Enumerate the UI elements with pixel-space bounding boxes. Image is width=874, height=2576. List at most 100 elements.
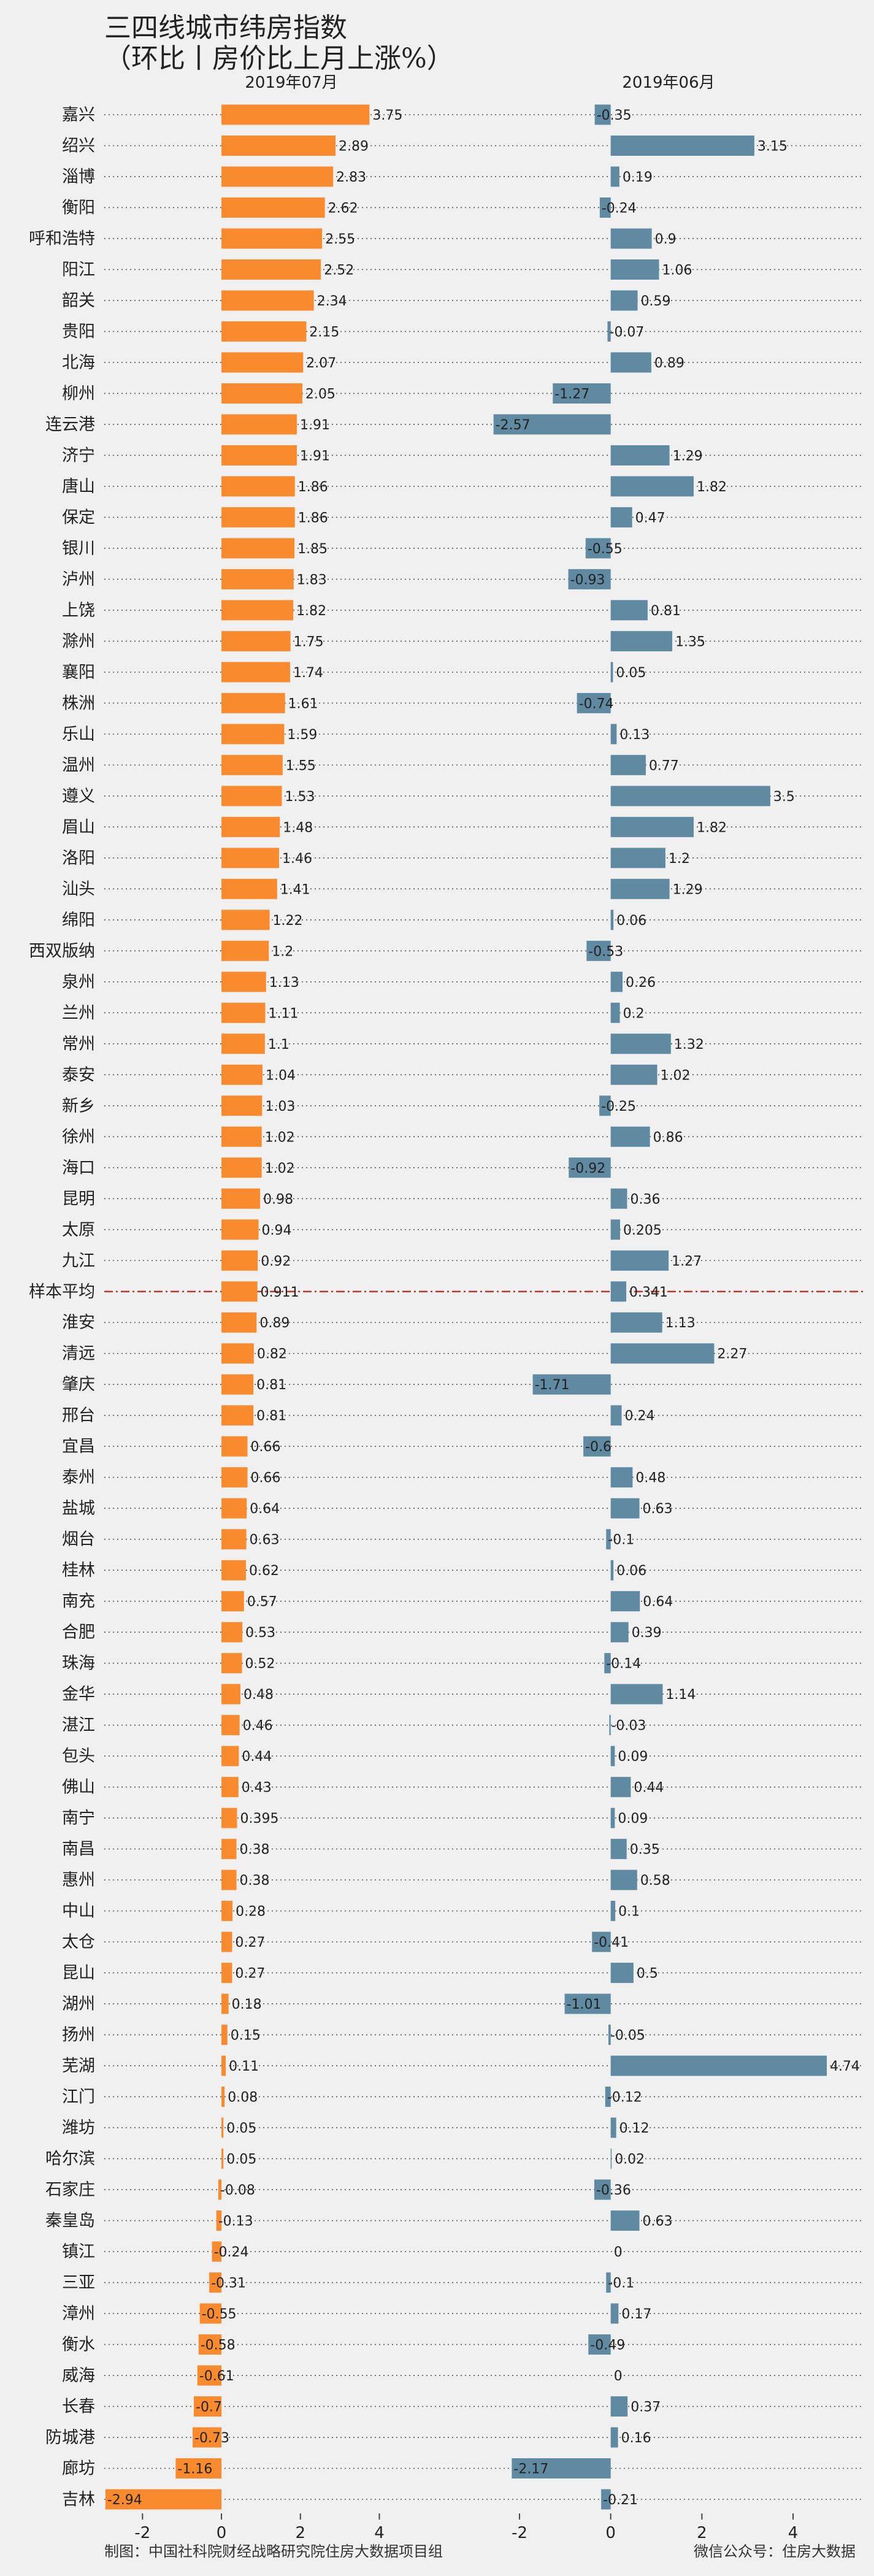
- value-label-2019-07: 1.11: [268, 1006, 298, 1021]
- city-label: 镇江: [62, 2242, 95, 2261]
- value-label-2019-06: -0.03: [611, 1719, 646, 1734]
- value-label-2019-07: 0.38: [240, 1842, 270, 1858]
- bar-2019-06: [610, 1591, 640, 1612]
- value-label-2019-06: 0.09: [618, 1749, 648, 1765]
- value-label-2019-06: 0.58: [640, 1873, 670, 1888]
- value-label-2019-07: 3.75: [372, 108, 402, 123]
- city-label: 太仓: [62, 1933, 95, 1952]
- value-label-2019-07: 0.53: [245, 1625, 275, 1641]
- city-label: 汕头: [62, 880, 95, 899]
- value-label-2019-06: 1.82: [697, 820, 727, 835]
- bar-2019-07: [199, 2303, 222, 2324]
- value-label-2019-06: 0.1: [618, 1904, 640, 1920]
- bar-2019-06: [532, 1374, 611, 1395]
- city-label: 邢台: [62, 1406, 95, 1425]
- value-label-2019-07: 0.52: [245, 1657, 275, 1672]
- value-label-2019-07: 2.05: [305, 386, 335, 402]
- value-label-2019-07: 0.38: [240, 1873, 270, 1888]
- bar-2019-06: [599, 197, 611, 218]
- value-label-2019-07: 1.53: [285, 789, 315, 805]
- bar-2019-06: [610, 1807, 615, 1828]
- bar-2019-06: [610, 2303, 619, 2324]
- bar-2019-07: [105, 2489, 222, 2510]
- value-label-2019-06: -0.41: [594, 1935, 629, 1950]
- city-label: 衡水: [62, 2336, 95, 2355]
- city-labels: 嘉兴绍兴淄博衡阳呼和浩特阳江韶关贵阳北海柳州连云港济宁唐山保定银川泸州上饶滁州襄…: [29, 105, 95, 2509]
- city-label: 洛阳: [62, 849, 95, 868]
- city-label: 潍坊: [62, 2118, 95, 2137]
- city-label: 湖州: [62, 1995, 95, 2014]
- city-label: 湛江: [62, 1716, 95, 1735]
- tick-label: 4: [374, 2524, 385, 2542]
- bar-2019-06: [610, 259, 659, 280]
- value-label-2019-06: 0.341: [629, 1285, 668, 1300]
- value-label-2019-07: 2.55: [325, 232, 355, 247]
- bar-2019-07: [221, 1963, 232, 1984]
- bar-2019-06: [610, 1312, 662, 1333]
- city-label: 包头: [62, 1747, 95, 1766]
- bar-2019-07: [221, 1095, 263, 1116]
- bar-2019-06: [610, 910, 614, 930]
- bar-2019-06: [610, 1622, 629, 1643]
- value-label-2019-07: -2.94: [107, 2493, 142, 2508]
- city-label: 长春: [62, 2398, 95, 2417]
- value-label-2019-06: 0.26: [626, 975, 656, 991]
- value-label-2019-06: 0.64: [643, 1595, 673, 1610]
- value-label-2019-06: 0.05: [616, 665, 646, 681]
- value-label-2019-07: 0.05: [226, 2121, 256, 2136]
- bar-2019-06: [583, 1436, 611, 1457]
- bar-2019-07: [221, 1839, 237, 1860]
- value-label-2019-07: 0.44: [242, 1749, 272, 1765]
- bar-2019-06: [588, 2334, 611, 2355]
- value-label-2019-07: 1.48: [283, 820, 313, 835]
- value-label-2019-07: 1.85: [297, 542, 328, 557]
- city-label: 泰安: [62, 1065, 95, 1084]
- value-label-2019-06: 0.47: [635, 510, 665, 526]
- bar-2019-07: [221, 972, 266, 992]
- city-label: 哈尔滨: [45, 2150, 95, 2169]
- city-label: 韶关: [62, 291, 95, 310]
- value-label-2019-06: 1.13: [665, 1316, 696, 1331]
- city-label: 阳江: [62, 260, 95, 279]
- bar-2019-07: [221, 692, 285, 713]
- bar-2019-06: [594, 2179, 611, 2200]
- city-label: 合肥: [62, 1623, 95, 1642]
- value-label-2019-07: -0.24: [214, 2245, 249, 2260]
- footer-credit: 制图：中国社科院财经战略研究院住房大数据项目组: [104, 2543, 443, 2560]
- bar-2019-07: [221, 1715, 240, 1736]
- bar-2019-07: [221, 352, 304, 373]
- city-label: 宜昌: [62, 1437, 95, 1456]
- bar-2019-07: [221, 2087, 225, 2107]
- city-label: 昆明: [62, 1189, 95, 1208]
- bar-2019-07: [221, 1002, 266, 1023]
- left-panel-title: 2019年07月: [245, 74, 337, 92]
- bar-2019-06: [610, 600, 648, 621]
- bar-2019-06: [610, 1684, 663, 1704]
- bar-2019-06: [610, 445, 670, 466]
- bar-2019-06: [493, 414, 611, 435]
- value-label-2019-06: 0.86: [653, 1130, 683, 1145]
- value-label-2019-06: -1.01: [567, 1997, 602, 2012]
- city-label: 珠海: [62, 1654, 95, 1673]
- bar-2019-07: [221, 1993, 229, 2014]
- bar-2019-06: [610, 166, 619, 187]
- value-label-2019-06: -0.35: [597, 108, 632, 123]
- value-label-2019-07: 1.02: [265, 1130, 295, 1145]
- city-label: 芜湖: [62, 2057, 95, 2076]
- value-label-2019-06: 0.48: [635, 1471, 665, 1486]
- bar-2019-07: [221, 1869, 237, 1890]
- value-label-2019-07: 2.89: [339, 139, 369, 154]
- value-label-2019-07: 0.66: [251, 1471, 281, 1486]
- bar-2019-06: [605, 2087, 611, 2107]
- value-label-2019-07: 0.27: [235, 1935, 265, 1950]
- value-label-2019-06: -0.49: [590, 2338, 625, 2353]
- value-label-2019-07: 1.59: [287, 727, 317, 743]
- city-label: 三亚: [62, 2274, 95, 2293]
- value-label-2019-06: -1.27: [554, 386, 589, 402]
- city-label: 泉州: [62, 973, 95, 992]
- city-label: 桂林: [62, 1561, 95, 1580]
- value-label-2019-06: 1.14: [665, 1687, 696, 1703]
- value-label-2019-07: -0.13: [218, 2214, 253, 2229]
- value-label-2019-06: -0.1: [608, 2276, 634, 2291]
- bar-2019-06: [586, 940, 611, 961]
